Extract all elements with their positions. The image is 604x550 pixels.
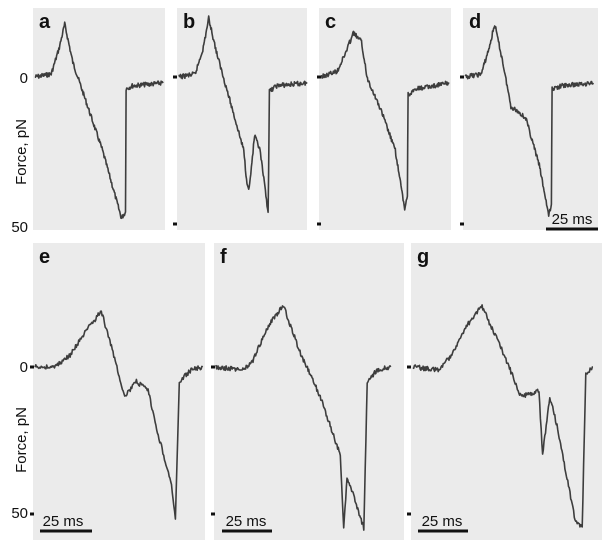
panel-d-background [463,8,598,230]
trace-c [320,30,450,211]
trace-d [464,25,595,217]
trace-b [178,15,308,214]
panel-b-background [177,8,307,230]
scale-bar-label-top: 25 ms [552,211,593,228]
panel-b-label: b [183,11,195,33]
panel-a-background [33,8,165,230]
panel-c-tick-50 [317,222,321,226]
scale-bar-label-f: 25 ms [226,513,267,530]
trace-e [34,310,204,520]
panels-layer: a b c d e f g [30,8,602,540]
panel-g-tick-50 [407,512,411,516]
y-tick-label-0-top: 0 [20,70,28,87]
y-tick-label-50-bottom: 50 [11,505,28,522]
panel-c-label: c [325,11,336,33]
scale-bar-label-g: 25 ms [422,513,463,530]
panel-f-label: f [220,246,227,268]
trace-f [215,305,392,531]
panel-e-tick-0 [30,365,34,369]
panel-e-label: e [39,246,50,268]
y-axis-label-bottom: Force, pN [13,407,30,473]
panel-g-tick-0 [407,365,411,369]
panel-g-label: g [417,246,429,268]
panel-d-label: d [469,11,481,33]
panel-f-background [214,243,404,540]
panel-d-tick-50 [460,222,464,226]
panel-e-tick-50 [30,512,34,516]
panel-b-tick-0 [173,75,177,79]
y-tick-label-50-top: 50 [11,219,28,236]
trace-g [412,304,594,528]
panel-f-tick-50 [211,512,215,516]
y-axis-label-top: Force, pN [13,119,30,185]
panel-a-label: a [39,11,51,33]
trace-a [34,21,164,220]
panel-b-tick-50 [173,222,177,226]
panel-c-tick-0 [317,75,321,79]
panel-f-tick-0 [211,365,215,369]
scale-bar-label-e: 25 ms [43,513,84,530]
panel-d-tick-0 [460,75,464,79]
y-tick-label-0-bottom: 0 [20,359,28,376]
panel-g-background [411,243,602,540]
